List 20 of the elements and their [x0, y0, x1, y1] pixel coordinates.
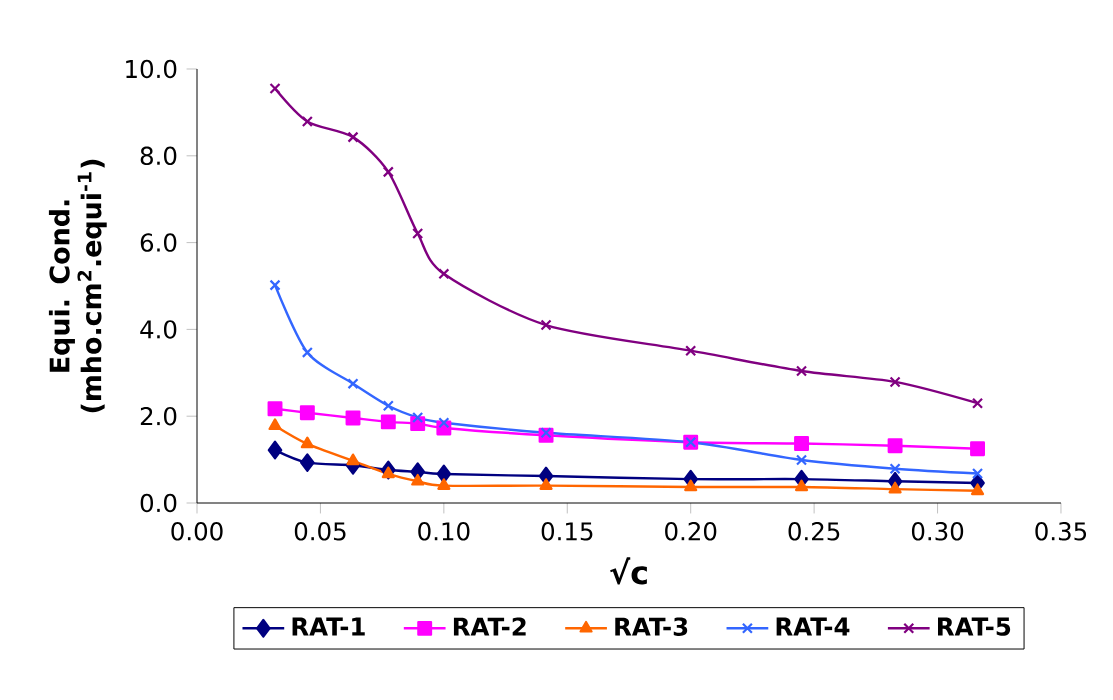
x-axis-title: √c [610, 557, 647, 585]
legend-label: RAT-5 [938, 617, 1011, 636]
legend-label: RAT-3 [615, 617, 688, 636]
y-tick-label: 6.0 [140, 233, 177, 252]
x-tick-label: 0.10 [418, 522, 470, 541]
x-tick-label: 0.25 [788, 522, 840, 541]
x-tick-label: 0.20 [665, 522, 717, 541]
y-tick-label: 10.0 [126, 59, 177, 79]
y-tick-label: 2.0 [140, 406, 177, 426]
y-tick-label: 8.0 [140, 146, 177, 166]
y-tick-label: 0.0 [140, 493, 177, 513]
legend-label: RAT-4 [776, 617, 850, 636]
x-tick-label: 0.15 [541, 522, 593, 541]
legend-label: RAT-1 [292, 617, 365, 636]
x-tick-label: 0.35 [1035, 522, 1087, 541]
x-tick-label: 0.00 [171, 522, 223, 541]
x-tick-label: 0.05 [294, 522, 346, 541]
y-tick-label: 4.0 [140, 320, 177, 339]
legend-label: RAT-2 [453, 617, 526, 636]
x-tick-label: 0.30 [911, 522, 964, 541]
